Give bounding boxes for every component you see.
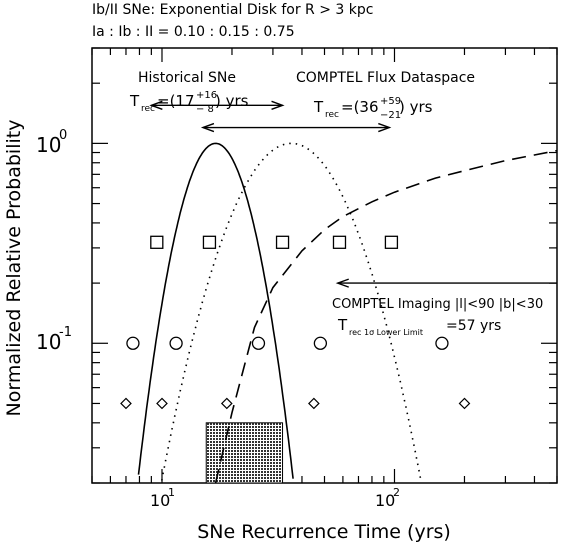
circle-marker	[126, 336, 140, 350]
svg-text:) yrs: ) yrs	[215, 92, 249, 110]
svg-text:T: T	[129, 92, 140, 110]
y-tick-label-0.1: 10 -1	[36, 325, 72, 354]
diamond-marker	[156, 397, 168, 410]
svg-text:10: 10	[150, 491, 170, 510]
historical-label: Historical SNe	[138, 70, 236, 86]
svg-text:T: T	[313, 98, 324, 116]
diamond-marker	[120, 397, 132, 410]
title-line2: Ia : Ib : II = 0.10 : 0.15 : 0.75	[92, 24, 295, 40]
svg-text:+16: +16	[196, 90, 217, 101]
marker-group	[120, 235, 471, 410]
circle-marker	[313, 336, 328, 350]
svg-text:) yrs: ) yrs	[399, 98, 433, 116]
x-tick-label-10: 10 1	[150, 486, 175, 510]
svg-text:− 8: − 8	[196, 104, 214, 115]
svg-text:rec: rec	[141, 104, 155, 114]
arrow-head	[149, 100, 163, 110]
square-marker	[332, 235, 347, 249]
curve-comptel-dotted	[161, 142, 422, 482]
curve-imaging-dashed	[214, 149, 558, 484]
svg-text:-1: -1	[59, 325, 72, 340]
square-marker	[202, 235, 217, 249]
svg-text:2: 2	[393, 486, 400, 499]
svg-text:rec 1σ Lower Limit: rec 1σ Lower Limit	[349, 328, 423, 337]
square-marker	[384, 235, 399, 249]
svg-text:+59: +59	[380, 96, 401, 107]
arrow-head	[271, 100, 285, 110]
svg-text:10: 10	[36, 330, 61, 354]
svg-text:T: T	[337, 316, 348, 334]
circle-marker	[251, 336, 266, 350]
arrow-head	[378, 122, 392, 133]
svg-text:10: 10	[36, 133, 61, 157]
comptel-flux-label: COMPTEL Flux Dataspace	[296, 70, 475, 86]
shaded-box	[205, 422, 284, 484]
historical-trec: T rec =(17 +16 − 8 ) yrs	[129, 90, 249, 115]
imaging-label: COMPTEL Imaging |l|<90 |b|<30	[332, 297, 543, 312]
arrow-head	[335, 278, 349, 288]
y-tick-label-1: 10 0	[36, 128, 67, 157]
imaging-trec: T rec 1σ Lower Limit =57 yrs	[337, 316, 501, 337]
title-line1: Ib/II SNe: Exponential Disk for R > 3 kp…	[92, 2, 373, 18]
y-axis-label: Normalized Relative Probability	[3, 120, 25, 417]
curve-historical-solid	[137, 142, 294, 479]
svg-text:=57 yrs: =57 yrs	[446, 318, 501, 334]
svg-text:−21: −21	[380, 110, 401, 121]
circle-marker	[169, 336, 183, 350]
x-tick-label-100: 10 2	[375, 486, 400, 510]
diamond-marker	[458, 397, 471, 410]
svg-text:10: 10	[375, 491, 395, 510]
svg-text:=(36: =(36	[341, 98, 379, 116]
square-marker	[150, 235, 164, 249]
svg-text:0: 0	[59, 128, 67, 143]
arrow-head	[200, 122, 215, 133]
diamond-marker	[308, 397, 320, 410]
circle-marker	[435, 336, 449, 350]
svg-text:1: 1	[168, 486, 175, 499]
svg-text:rec: rec	[325, 110, 339, 120]
comptel-flux-trec: T rec =(36 +59 −21 ) yrs	[313, 96, 433, 121]
range-arrows	[149, 100, 557, 288]
square-marker	[275, 235, 290, 249]
svg-text:=(17: =(17	[157, 92, 195, 110]
x-axis-label: SNe Recurrence Time (yrs)	[197, 521, 451, 543]
diamond-marker	[220, 397, 233, 410]
